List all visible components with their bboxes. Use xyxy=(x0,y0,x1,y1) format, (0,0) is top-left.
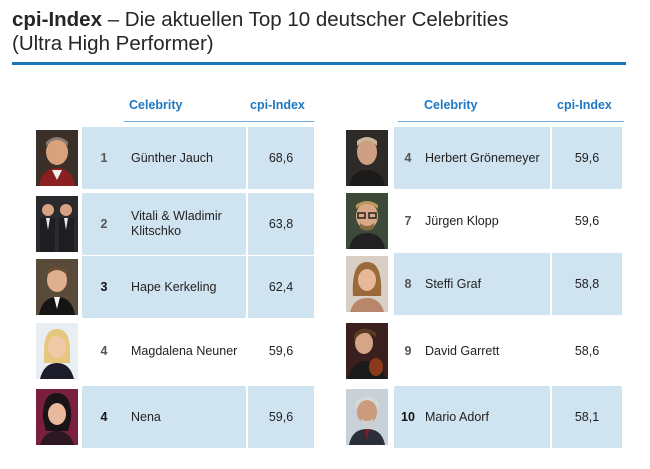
rank-cell: 4 xyxy=(394,127,422,189)
title-bold: cpi-Index xyxy=(12,8,102,31)
rank-cell: 4 xyxy=(82,386,126,448)
cell-divider xyxy=(246,193,248,255)
score-cell: 68,6 xyxy=(248,127,314,189)
table-row: 9 David Garrett 58,6 xyxy=(340,320,630,382)
rank-cell: 3 xyxy=(82,256,126,318)
man-gray-hair-icon xyxy=(346,389,388,445)
table-row: 4 Magdalena Neuner 59,6 xyxy=(0,320,320,382)
table-row: 8 Steffi Graf 58,8 xyxy=(340,253,630,315)
score-cell: 58,6 xyxy=(552,320,622,382)
score-cell: 59,6 xyxy=(552,190,622,252)
name-cell: David Garrett xyxy=(420,320,550,382)
two-men-suits-icon xyxy=(36,196,78,252)
score-cell: 58,1 xyxy=(552,386,622,448)
rank-cell: 10 xyxy=(394,386,422,448)
right-header-celebrity: Celebrity xyxy=(424,98,478,112)
score-cell: 63,8 xyxy=(248,193,314,255)
left-header-cpi: cpi-Index xyxy=(250,98,305,112)
score-cell: 62,4 xyxy=(248,256,314,318)
name-cell: Steffi Graf xyxy=(420,253,550,315)
table-row: 7 Jürgen Klopp 59,6 xyxy=(340,190,630,252)
rank-cell: 8 xyxy=(394,253,422,315)
name-cell: Vitali & Wladimir Klitschko xyxy=(126,193,248,255)
rank-cell: 9 xyxy=(394,320,422,382)
table-row: 2 Vitali & Wladimir Klitschko 63,8 xyxy=(0,193,320,255)
title-divider xyxy=(12,62,626,65)
man-tv-host-icon xyxy=(36,130,78,186)
rank-cell: 2 xyxy=(82,193,126,255)
left-header-celebrity: Celebrity xyxy=(129,98,183,112)
cell-divider xyxy=(246,386,248,448)
table-row: 1 Günther Jauch 68,6 xyxy=(0,127,320,189)
cell-divider xyxy=(550,386,552,448)
page-title: cpi-Index – Die aktuellen Top 10 deutsch… xyxy=(12,8,508,56)
right-header-divider xyxy=(398,121,624,122)
name-cell: Günther Jauch xyxy=(126,127,248,189)
score-cell: 58,8 xyxy=(552,253,622,315)
dark-hair-woman-icon xyxy=(36,389,78,445)
man-dark-icon xyxy=(346,130,388,186)
woman-long-hair-icon xyxy=(346,256,388,312)
man-glasses-icon xyxy=(346,193,388,249)
name-cell: Hape Kerkeling xyxy=(126,256,248,318)
score-cell: 59,6 xyxy=(248,386,314,448)
man-bowtie-icon xyxy=(36,259,78,315)
left-header-divider xyxy=(124,121,314,122)
cell-divider xyxy=(550,127,552,189)
name-cell: Jürgen Klopp xyxy=(420,190,550,252)
table-row: 4 Herbert Grönemeyer 59,6 xyxy=(340,127,630,189)
rank-cell: 7 xyxy=(394,190,422,252)
name-cell: Nena xyxy=(126,386,248,448)
rank-cell: 4 xyxy=(82,320,126,382)
table-row: 4 Nena 59,6 xyxy=(0,386,320,448)
table-row: 10 Mario Adorf 58,1 xyxy=(340,386,630,448)
man-violin-icon xyxy=(346,323,388,379)
blonde-woman-icon xyxy=(36,323,78,379)
score-cell: 59,6 xyxy=(248,320,314,382)
name-cell: Magdalena Neuner xyxy=(126,320,248,382)
title-rest: – Die aktuellen Top 10 deutscher Celebri… xyxy=(102,8,509,31)
table-row: 3 Hape Kerkeling 62,4 xyxy=(0,256,320,318)
name-cell: Herbert Grönemeyer xyxy=(420,127,550,189)
name-cell: Mario Adorf xyxy=(420,386,550,448)
cell-divider xyxy=(246,127,248,189)
right-header-cpi: cpi-Index xyxy=(557,98,612,112)
title-subtitle: (Ultra High Performer) xyxy=(12,32,214,55)
score-cell: 59,6 xyxy=(552,127,622,189)
cell-divider xyxy=(246,256,248,318)
rank-cell: 1 xyxy=(82,127,126,189)
cell-divider xyxy=(550,253,552,315)
